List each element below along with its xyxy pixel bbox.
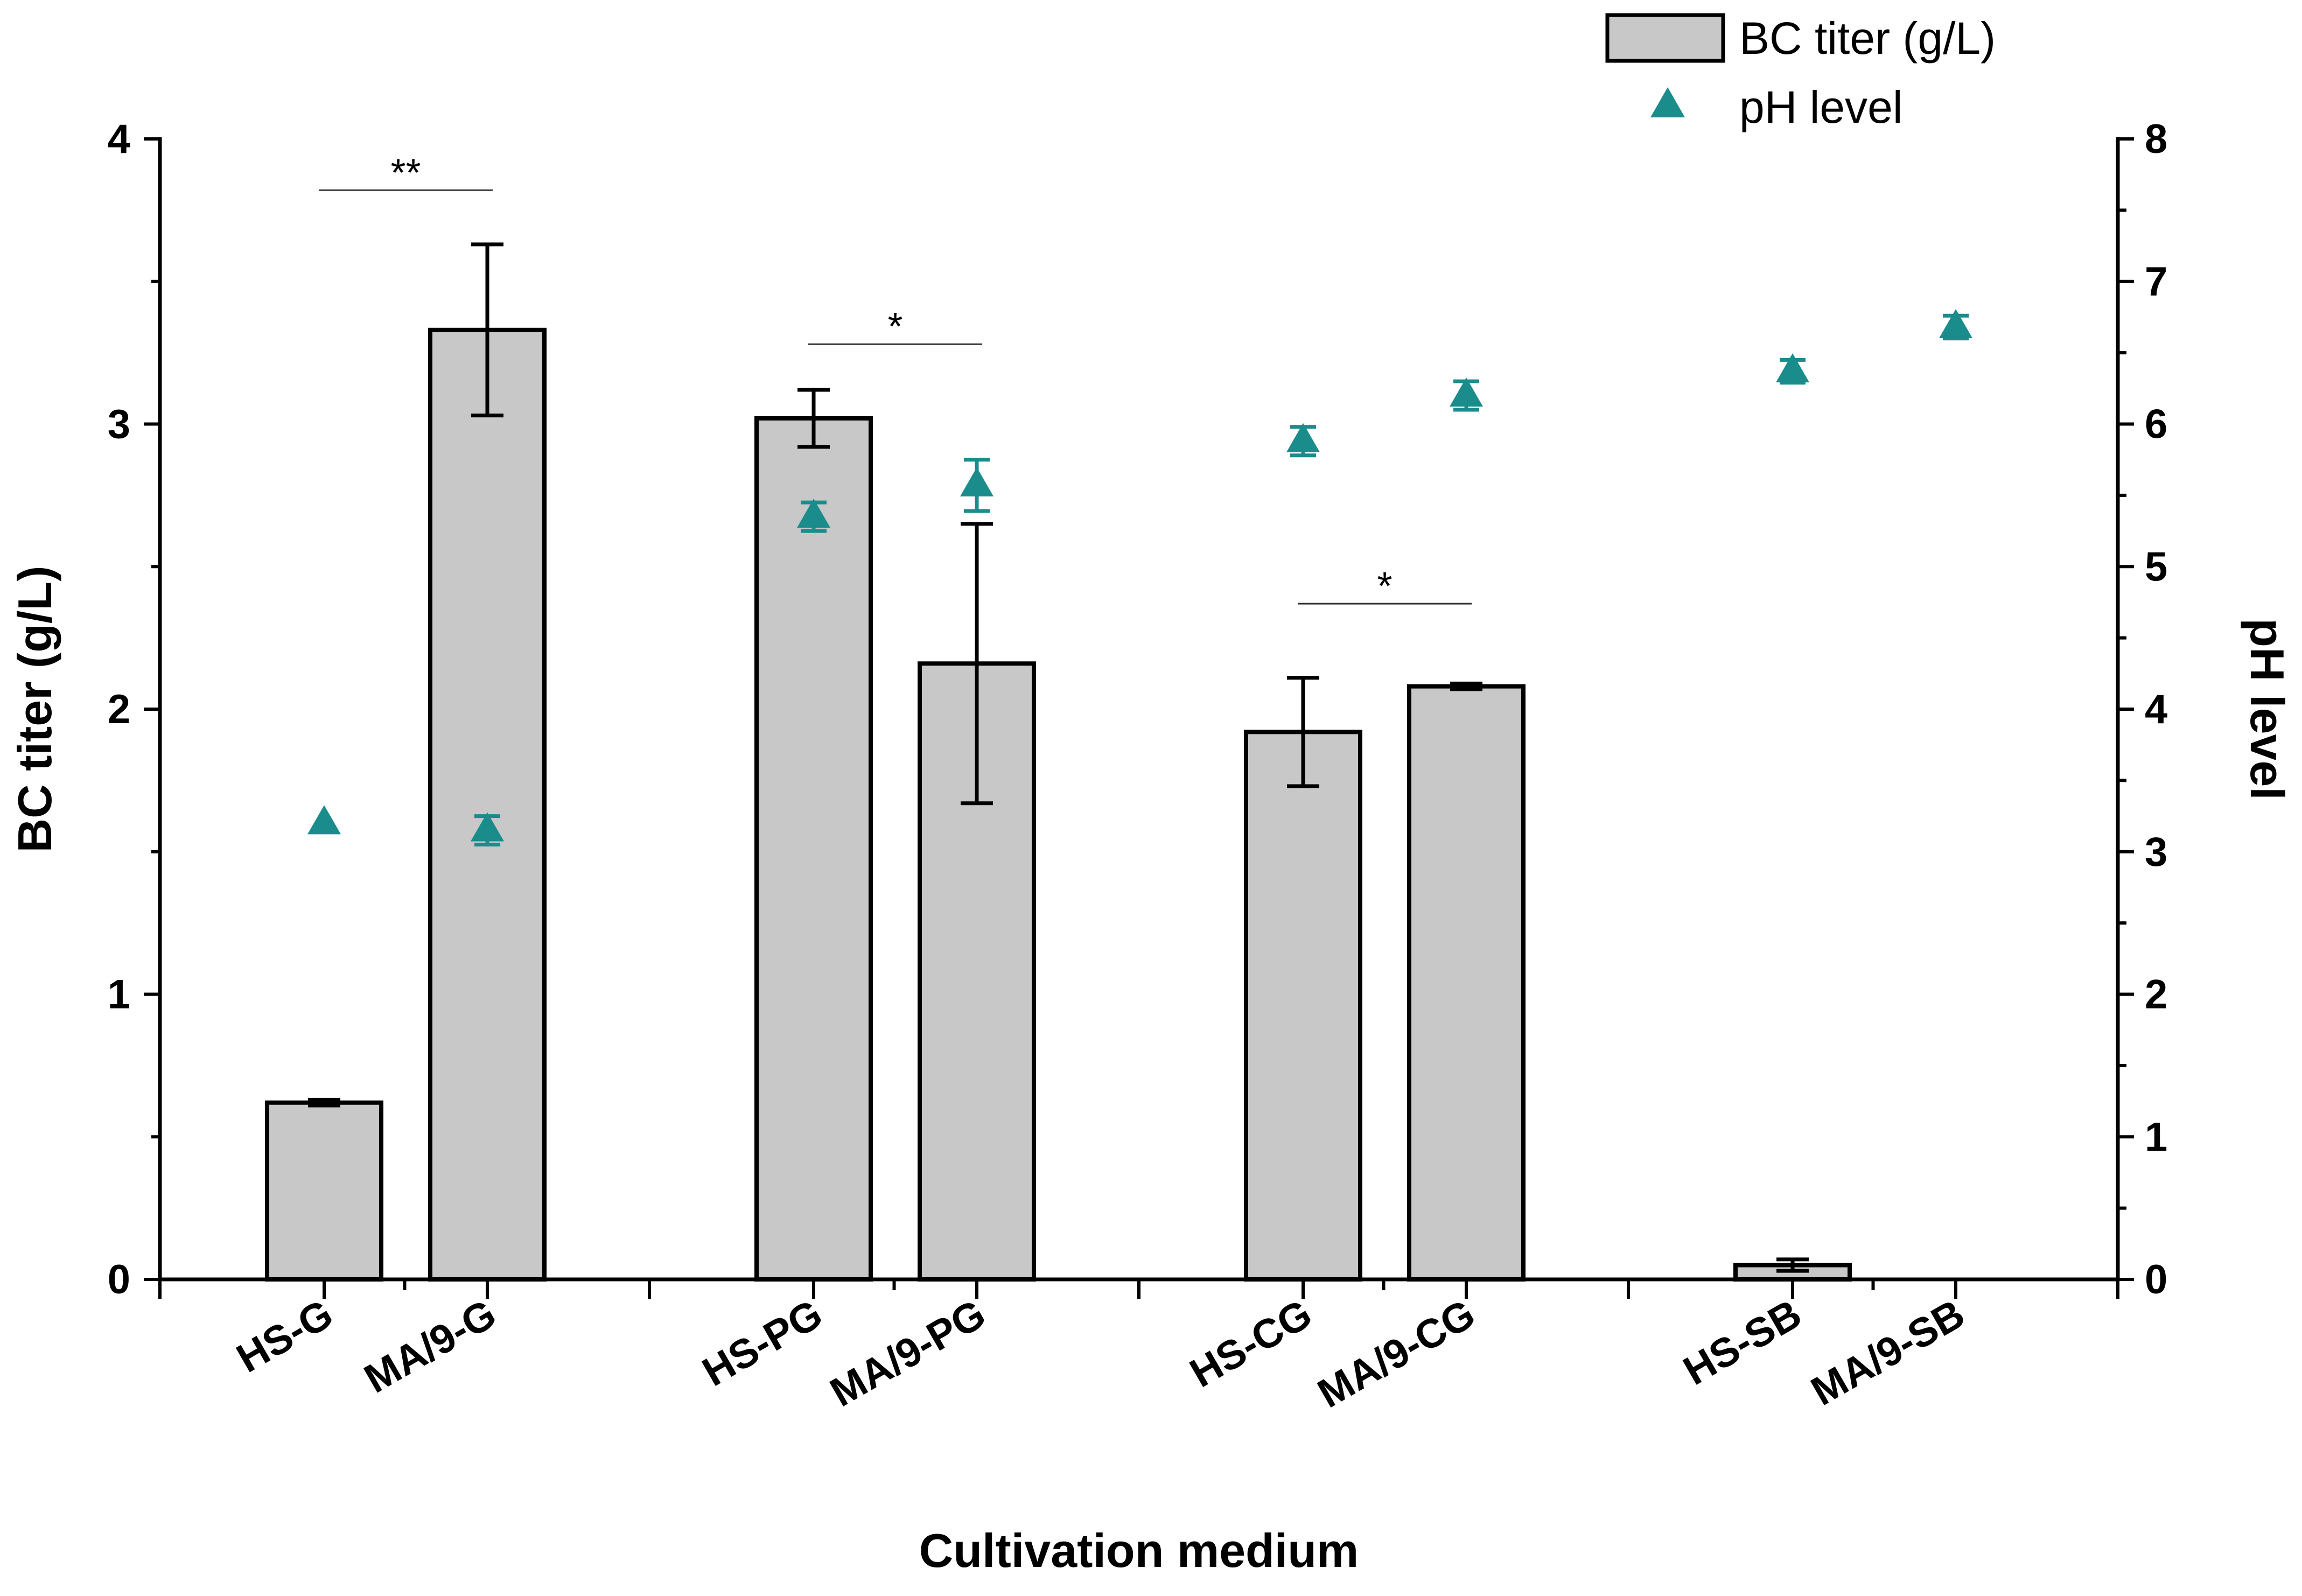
x-category-label: HS-CG [1183, 1291, 1320, 1396]
legend-triangle-marker [1650, 87, 1685, 117]
x-category-label: HS-SB [1676, 1291, 1809, 1394]
y2-tick-label: 3 [2145, 829, 2167, 875]
bar-series [265, 242, 1852, 1282]
bar-HS-G [265, 1100, 383, 1282]
y-tick-label: 3 [108, 402, 130, 447]
y-tick-label: 2 [108, 687, 130, 732]
x-category-label: MA/9-PG [823, 1291, 993, 1416]
ph-point-MA/9-CG [1450, 377, 1483, 407]
legend-label-bc-titer: BC titer (g/L) [1739, 13, 1996, 64]
y2-tick-label: 0 [2145, 1257, 2167, 1303]
y2-tick-label: 7 [2145, 259, 2167, 305]
x-category-label: HS-G [229, 1291, 340, 1382]
y-axis-ticks: 0 1 2 3 4 [108, 116, 160, 1303]
ph-point-HS-SB [1776, 353, 1809, 383]
x-category-label: MA/9-SB [1803, 1291, 1972, 1415]
x-category-label: HS-PG [695, 1291, 830, 1395]
ph-point-HS-G [307, 805, 341, 835]
significance-marks: **** [319, 151, 1472, 608]
significance-label: * [887, 305, 902, 348]
y-tick-label: 4 [108, 116, 130, 162]
x-axis-title: Cultivation medium [919, 1524, 1359, 1577]
bar-MA/9-CG [1407, 684, 1526, 1282]
y2-tick-label: 6 [2145, 402, 2167, 447]
x-category-label: MA/9-G [357, 1291, 504, 1402]
ph-point-MA/9-PG [960, 467, 993, 496]
significance-label: ** [390, 151, 421, 194]
bar-MA/9-G [428, 327, 547, 1282]
legend: BC titer (g/L) pH level [1605, 13, 1996, 132]
y2-axis-ticks: 0 1 2 3 4 5 6 7 8 [2118, 116, 2167, 1303]
y-axis-title: BC titer (g/L) [8, 566, 61, 853]
ph-series [307, 309, 1972, 847]
y2-tick-label: 8 [2145, 116, 2167, 162]
y-tick-label: 0 [108, 1257, 130, 1303]
bar-HS-CG [1244, 730, 1362, 1282]
ph-point-HS-PG [797, 499, 830, 528]
y2-tick-label: 4 [2145, 687, 2167, 732]
legend-bar-swatch [1605, 13, 1725, 63]
bar-HS-PG [754, 416, 873, 1282]
legend-label-ph-level: pH level [1739, 82, 1902, 132]
y2-axis-title: pH level [2241, 618, 2294, 800]
ph-point-MA/9-G [471, 812, 504, 842]
x-category-label: MA/9-CG [1310, 1291, 1482, 1417]
y2-tick-label: 2 [2145, 972, 2167, 1018]
ph-point-HS-CG [1286, 423, 1320, 452]
significance-label: * [1377, 565, 1392, 608]
y2-tick-label: 5 [2145, 544, 2167, 590]
y-tick-label: 1 [108, 972, 130, 1018]
y2-tick-label: 1 [2145, 1114, 2167, 1160]
ph-point-MA/9-SB [1939, 309, 1972, 338]
